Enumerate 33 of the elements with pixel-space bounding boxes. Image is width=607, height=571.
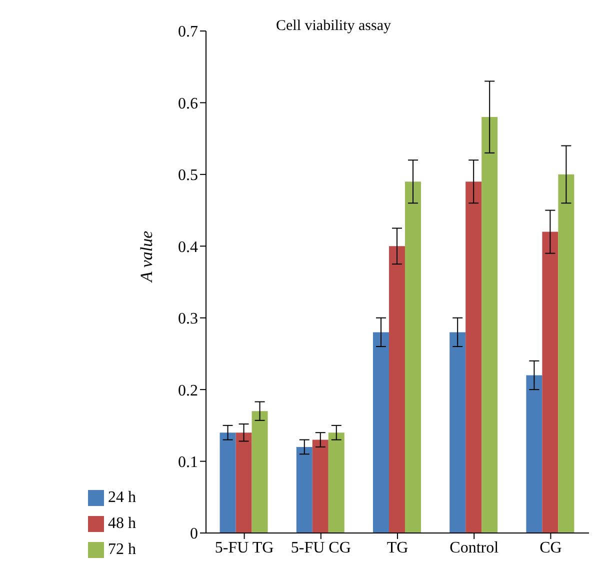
- bar: [526, 375, 542, 533]
- y-tick-label: 0.3: [178, 310, 198, 328]
- y-tick-label: 0.7: [178, 24, 198, 41]
- x-tick-label: 5-FU TG: [214, 539, 274, 556]
- bar: [296, 446, 312, 533]
- legend-label: 24 h: [108, 489, 136, 506]
- bar: [372, 332, 389, 533]
- bar: [312, 440, 328, 533]
- x-tick-label: CG: [540, 539, 562, 556]
- bar: [220, 432, 236, 533]
- y-tick-label: 0: [190, 526, 198, 543]
- bar: [482, 117, 498, 533]
- legend-label: 72 h: [108, 541, 136, 558]
- x-tick-label: Control: [450, 539, 500, 556]
- y-tick-label: 0.6: [178, 95, 198, 112]
- legend-label: 48 h: [108, 515, 136, 532]
- bar: [542, 232, 558, 533]
- bar: [236, 432, 252, 533]
- y-tick-label: 0.5: [178, 167, 198, 184]
- bar: [252, 411, 268, 533]
- y-tick-label: 0.2: [178, 382, 198, 400]
- y-tick-label: 0.1: [178, 454, 198, 471]
- chart-title: Cell viability assay: [276, 18, 391, 34]
- bar: [328, 432, 344, 533]
- y-tick-label: 0.4: [178, 238, 198, 256]
- bar: [404, 182, 421, 533]
- bar: [558, 174, 574, 533]
- x-tick-label: TG: [386, 539, 409, 556]
- x-tick-label: 5-FU CG: [290, 539, 352, 556]
- bar: [466, 182, 482, 533]
- bar: [388, 246, 405, 533]
- bar: [450, 332, 466, 533]
- y-axis-title: A value: [137, 230, 156, 283]
